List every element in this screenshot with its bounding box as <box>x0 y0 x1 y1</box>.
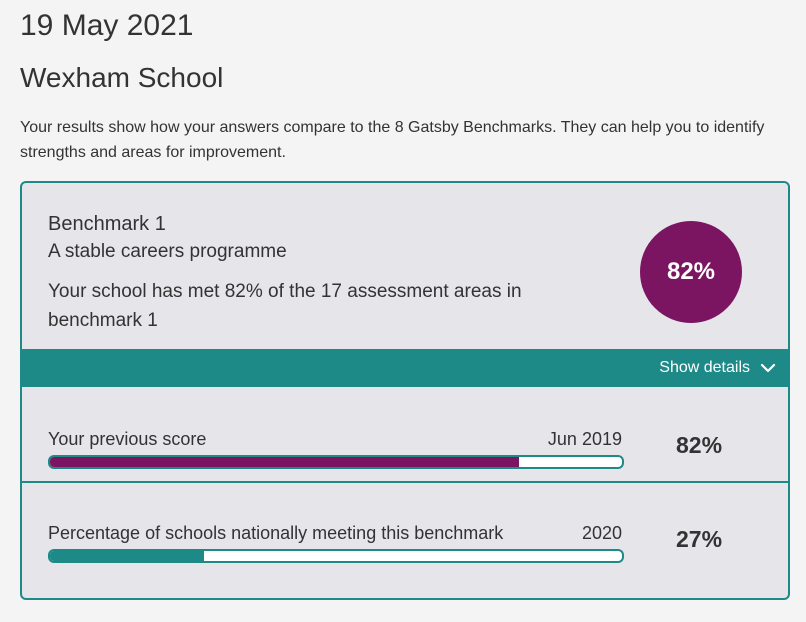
school-name: Wexham School <box>20 62 224 93</box>
row-value: 82% <box>676 432 723 458</box>
benchmark-description: Your school has met 82% of the 17 assess… <box>48 281 522 331</box>
show-details-button[interactable]: Show details <box>659 349 776 387</box>
benchmark-card: Benchmark 1 A stable careers programme Y… <box>20 181 790 600</box>
benchmark-title: Benchmark 1 <box>48 213 166 235</box>
show-details-label: Show details <box>659 359 750 376</box>
benchmark-score-circle: 82% <box>640 221 742 323</box>
page-date: 19 May 2021 <box>20 9 194 42</box>
progress-bar <box>48 549 624 563</box>
row-value: 27% <box>676 526 723 552</box>
row-label: Your previous score <box>48 429 207 449</box>
details-bar: Show details <box>22 349 788 387</box>
progress-bar <box>48 455 624 469</box>
benchmark-score: 82% <box>666 258 716 285</box>
row-date: 2020 <box>581 523 622 543</box>
previous-score-row: Your previous score Jun 2019 82% <box>22 387 788 483</box>
chevron-down-icon <box>760 363 776 373</box>
row-label: Percentage of schools nationally meeting… <box>48 523 504 543</box>
benchmark-subtitle: A stable careers programme <box>48 241 287 262</box>
national-score-row: Percentage of schools nationally meeting… <box>22 483 788 596</box>
progress-fill <box>50 457 520 467</box>
progress-fill <box>50 551 205 561</box>
row-date: Jun 2019 <box>547 429 622 449</box>
intro-text: Your results show how your answers compa… <box>20 119 765 161</box>
